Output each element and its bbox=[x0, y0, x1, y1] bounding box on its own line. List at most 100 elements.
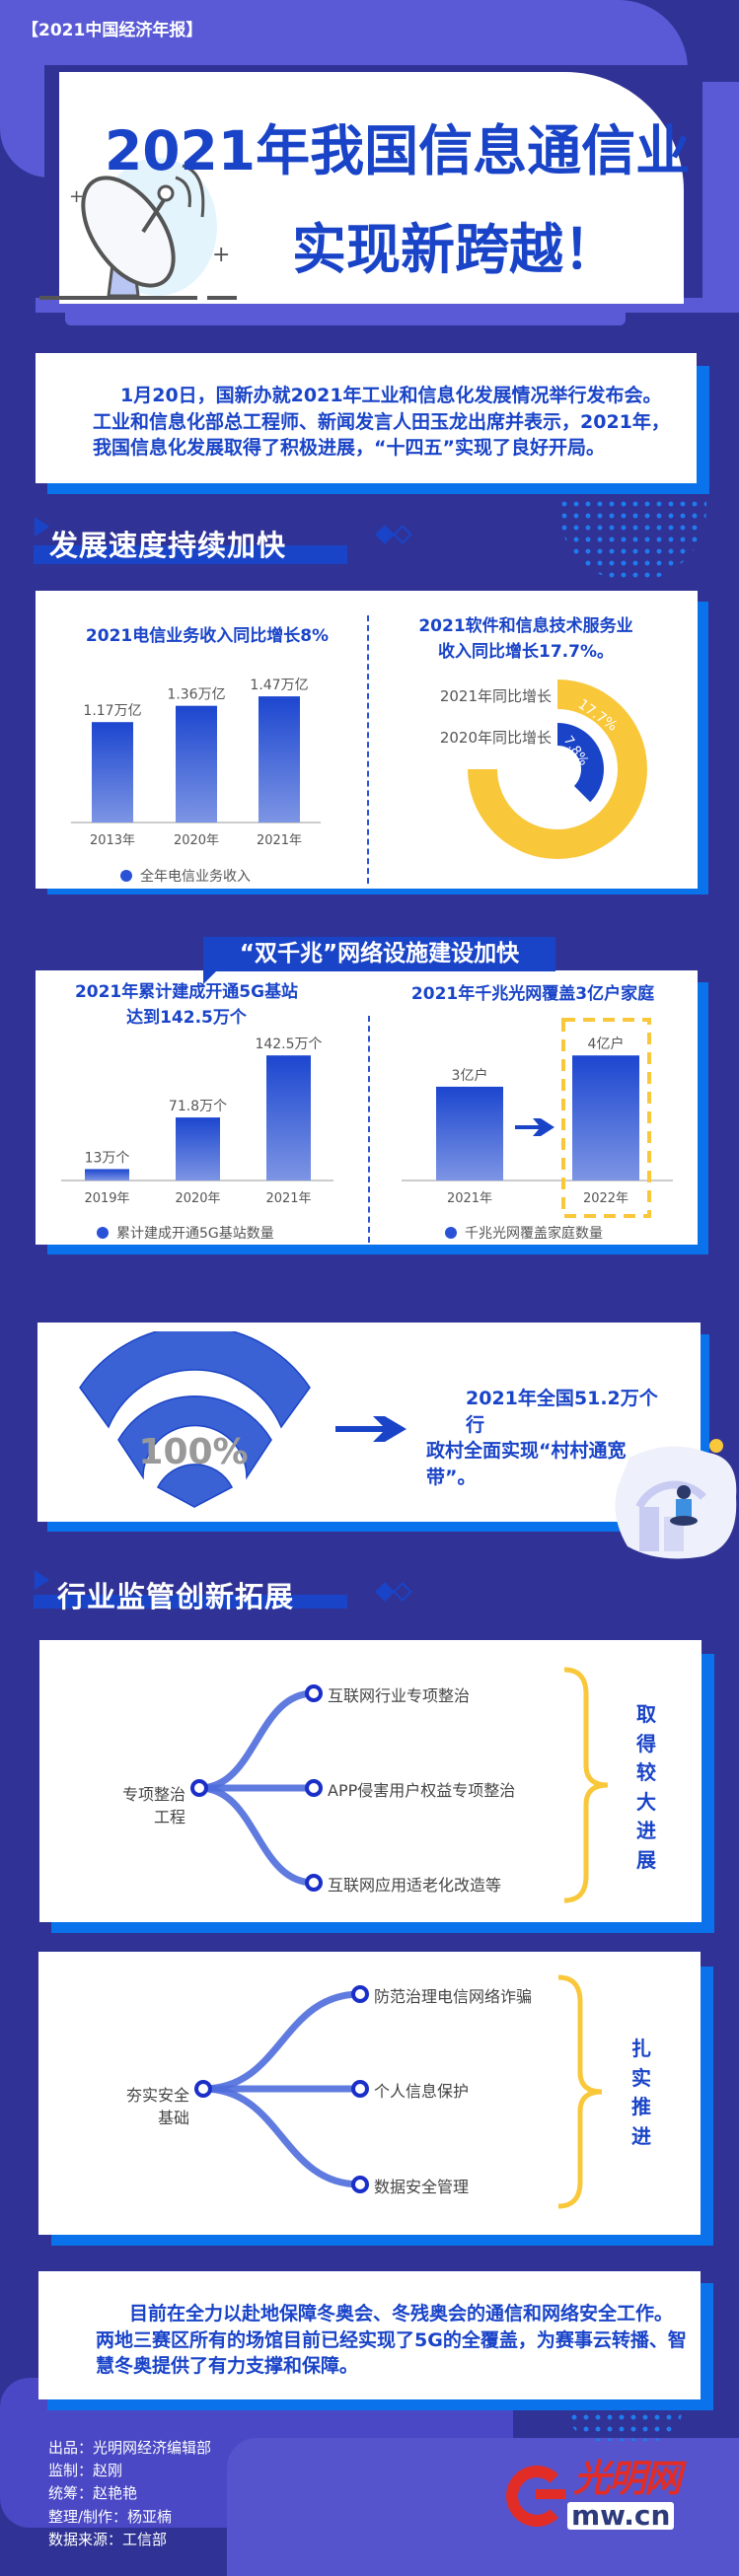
bar-value-label: 4亿户 bbox=[588, 1036, 625, 1052]
result-char: 大 bbox=[636, 1789, 656, 1814]
coverage-percent: 100% bbox=[138, 1432, 249, 1472]
tree1-root-label: 专项整治 工程 bbox=[121, 1785, 185, 1826]
gigabit-banner: “双千兆”网络设施建设加快 bbox=[203, 937, 555, 971]
diamond-outline-icon bbox=[393, 525, 412, 544]
bar-value-label: 142.5万个 bbox=[255, 1037, 322, 1052]
intro-line: 我国信息化发展取得了积极进展，“十四五”实现了良好开局。 bbox=[93, 437, 605, 459]
broadband-text: 2021年全国51.2万个行 政村全面实现“村村通宽 带”。 bbox=[426, 1388, 658, 1488]
heading-bar bbox=[34, 1595, 347, 1609]
diamond-icon bbox=[375, 1582, 395, 1602]
legend-dot-icon bbox=[97, 1227, 109, 1239]
closing-card: 目前在全力以赴地保障冬奥会、冬残奥会的通信和网络安全工作。 两地三赛区所有的场馆… bbox=[38, 2271, 701, 2399]
tree1-item: 互联网行业专项整治 bbox=[328, 1686, 471, 1705]
result-char: 得 bbox=[636, 1731, 656, 1755]
5g-chart-title: 2021年累计建成开通5G基站 达到142.5万个 bbox=[74, 982, 299, 1028]
credit-line: 数据来源：工信部 bbox=[48, 2531, 168, 2548]
satellite-dish-icon: + + bbox=[39, 158, 237, 300]
bar bbox=[176, 705, 217, 823]
diamond-icon bbox=[375, 525, 395, 544]
donut-slice-2020 bbox=[557, 723, 604, 803]
svg-text:+: + bbox=[69, 186, 84, 207]
tree-node bbox=[305, 1684, 323, 1702]
closing-line: 目前在全力以赴地保障冬奥会、冬残奥会的通信和网络安全工作。 bbox=[129, 2303, 674, 2325]
legend-dot-icon bbox=[445, 1227, 457, 1239]
bar bbox=[266, 1055, 311, 1181]
result-char: 较 bbox=[636, 1760, 656, 1784]
title-line-2: 实现新跨越！ bbox=[292, 218, 619, 281]
x-tick-label: 2021年 bbox=[257, 833, 302, 848]
fiber-legend: 千兆光网覆盖家庭数量 bbox=[445, 1223, 603, 1243]
tree-branch bbox=[202, 1990, 361, 2093]
section-heading-regulation: 行业监管创新拓展 bbox=[57, 1580, 295, 1613]
x-tick-label: 2022年 bbox=[583, 1191, 628, 1206]
tree2-root-label: 夯实安全 基础 bbox=[125, 2086, 189, 2127]
bar bbox=[572, 1055, 639, 1181]
x-tick-label: 2019年 bbox=[84, 1191, 129, 1206]
intro-line: 1月20日，国新办就2021年工业和信息化发展情况举行发布会。 bbox=[120, 385, 662, 406]
highlight-box bbox=[561, 1018, 651, 1218]
5g-stations-chart: 13万个 2019年 71.8万个 2020年 142.5万个 2021年 bbox=[61, 1037, 333, 1206]
tree2-item: 个人信息保护 bbox=[374, 2082, 470, 2101]
software-chart-title: 2021软件和信息技术服务业 收入同比增长17.7%。 bbox=[418, 616, 633, 662]
bar bbox=[176, 1117, 220, 1181]
wifi-icon bbox=[79, 1331, 311, 1508]
brace bbox=[563, 1667, 609, 1903]
telecom-chart-title: 2021电信业务收入同比增长8% bbox=[85, 626, 330, 646]
bar-value-label: 1.36万亿 bbox=[167, 687, 225, 703]
result-char: 取 bbox=[636, 1702, 656, 1726]
gmw-logo: 光明网 mw.cn bbox=[506, 2448, 713, 2537]
header-tag: 【2021中国经济年报】 bbox=[22, 21, 203, 40]
arrow-right-icon bbox=[515, 1118, 554, 1136]
arrow-right-icon bbox=[335, 1416, 406, 1442]
banner-tail bbox=[203, 970, 217, 984]
bar-value-label: 3亿户 bbox=[452, 1067, 488, 1084]
bar bbox=[85, 1169, 129, 1181]
donut-label-2021: 2021年同比增长 bbox=[439, 687, 552, 705]
bar bbox=[92, 722, 133, 823]
bar-value-label: 1.47万亿 bbox=[250, 678, 308, 693]
section-heading-speed: 发展速度持续加快 bbox=[49, 529, 287, 562]
closing-line: 两地三赛区所有的场馆目前已经实现了5G的全覆盖，为赛事云转播、智 bbox=[96, 2328, 687, 2351]
tree1-item: APP侵害用户权益专项整治 bbox=[328, 1781, 516, 1800]
credit-line: 整理/制作：杨亚楠 bbox=[48, 2508, 173, 2526]
5g-legend: 累计建成开通5G基站数量 bbox=[97, 1223, 274, 1243]
bar-value-label: 71.8万个 bbox=[169, 1099, 227, 1114]
header-base-lower bbox=[65, 313, 626, 325]
legend-dot-icon bbox=[120, 870, 132, 882]
software-growth-donut: 17.7%7.8% bbox=[468, 680, 647, 859]
tree-branch bbox=[202, 2085, 361, 2188]
rectification-tree bbox=[190, 1667, 609, 1903]
svg-text:+: + bbox=[212, 243, 230, 267]
credit-line: 统筹：赵艳艳 bbox=[48, 2484, 138, 2502]
header-side-bar bbox=[702, 82, 739, 299]
credit-line: 监制：赵刚 bbox=[48, 2462, 123, 2479]
result-char: 扎 bbox=[631, 2037, 651, 2060]
bar-value-label: 13万个 bbox=[85, 1150, 130, 1166]
dot-pattern bbox=[568, 2411, 682, 2441]
tree-branch bbox=[198, 1689, 315, 1792]
tree-node bbox=[351, 1985, 369, 2003]
title-line-1: 2021年我国信息通信业 bbox=[105, 119, 691, 182]
x-tick-label: 2013年 bbox=[90, 833, 135, 848]
intro-line: 工业和信息化部总工程师、新闻发言人田玉龙出席并表示，2021年， bbox=[93, 410, 670, 433]
donut-label-2020: 2020年同比增长 bbox=[439, 729, 552, 747]
tree-node bbox=[305, 1874, 323, 1892]
bar bbox=[436, 1086, 503, 1181]
person-laptop-illustration bbox=[615, 1439, 737, 1559]
result-char: 进 bbox=[631, 2123, 651, 2148]
result-char: 实 bbox=[631, 2065, 651, 2090]
tree2-item: 数据安全管理 bbox=[374, 2178, 470, 2196]
result-char: 展 bbox=[636, 1847, 656, 1872]
security-tree bbox=[194, 1974, 603, 2209]
tree-node bbox=[190, 1779, 208, 1797]
triangle-marker-icon bbox=[35, 1570, 49, 1590]
telecom-revenue-chart: 1.17万亿 2013年 1.36万亿 2020年 1.47万亿 2021年 bbox=[71, 678, 321, 848]
x-tick-label: 2020年 bbox=[175, 1191, 220, 1206]
tree1-item: 互联网应用适老化改造等 bbox=[328, 1876, 502, 1895]
heading-bar bbox=[34, 545, 347, 564]
tree-node bbox=[305, 1779, 323, 1797]
donut-slice-2021 bbox=[468, 680, 647, 859]
x-tick-label: 2020年 bbox=[174, 833, 219, 848]
dot-pattern bbox=[558, 498, 706, 582]
divider bbox=[368, 1016, 370, 1243]
